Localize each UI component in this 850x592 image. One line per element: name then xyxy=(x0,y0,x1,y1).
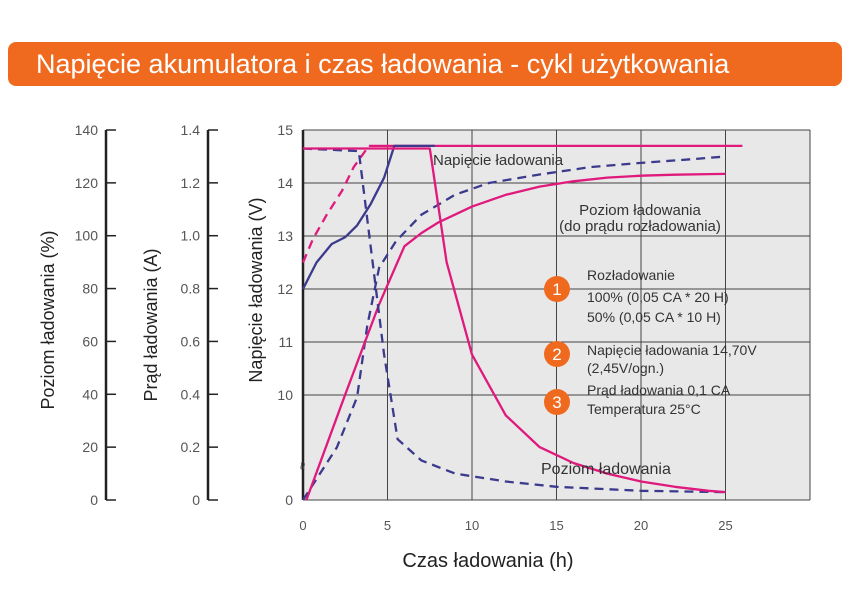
series-line-5 xyxy=(305,172,726,501)
axis-tick-label: 0.4 xyxy=(181,386,201,402)
x-tick-label: 25 xyxy=(718,518,732,533)
axis-label: Napięcie ładowania (V) xyxy=(246,197,266,382)
x-axis-label: Czas ładowania (h) xyxy=(402,550,573,572)
annotation-badge-2 xyxy=(544,341,570,367)
axis-tick-label: 20 xyxy=(82,439,98,455)
annotation-text: 100% (0,05 CA * 20 H) xyxy=(587,289,729,305)
axis-tick-label: 0 xyxy=(90,492,98,508)
axis-tick-label: 0.8 xyxy=(181,281,201,297)
page-title: Napięcie akumulatora i czas ładowania - … xyxy=(36,49,730,79)
series-line-6 xyxy=(302,147,726,494)
x-tick-label: 20 xyxy=(634,518,648,533)
annotation-number: 2 xyxy=(552,345,561,364)
annotation-text: Prąd ładowania 0,1 CA xyxy=(587,382,731,398)
axis-tick-label: 0 xyxy=(192,492,200,508)
series-label-poziom-sub: (do prądu rozładowania) xyxy=(559,218,721,235)
axis-tick-label: 0.6 xyxy=(181,333,201,349)
title-banner: Napięcie akumulatora i czas ładowania - … xyxy=(8,42,842,86)
x-tick-label: 0 xyxy=(299,518,306,533)
annotation-text: (2,45V/ogn.) xyxy=(587,360,664,376)
axis-tick-label: 1.0 xyxy=(181,228,201,244)
annotation-number: 3 xyxy=(552,393,561,412)
series-line-2 xyxy=(301,145,370,263)
axis-tick-label: 14 xyxy=(277,175,293,191)
annotation-text: 50% (0,05 CA * 10 H) xyxy=(587,309,721,325)
axis-tick-label: 40 xyxy=(82,386,98,402)
axis-tick-label: 11 xyxy=(278,334,293,350)
x-tick-label: 10 xyxy=(465,518,479,533)
x-tick-label: 15 xyxy=(549,518,563,533)
series-label-poziom: Poziom ładowania xyxy=(579,202,701,219)
axis-tick-label: 1.4 xyxy=(181,122,201,138)
axis-tick-label: 10 xyxy=(277,387,293,403)
annotation-badge-3 xyxy=(544,389,570,415)
axis-tick-label: 100 xyxy=(75,228,99,244)
axis-label: Prąd ładowania (A) xyxy=(141,248,161,401)
x-tick-label: 5 xyxy=(384,518,391,533)
axis-label: Poziom ładowania (%) xyxy=(38,230,58,409)
annotation-badge-1 xyxy=(544,276,570,302)
axis-tick-label: 1.2 xyxy=(181,175,201,191)
series-line-7 xyxy=(303,147,726,494)
series-line-3 xyxy=(301,144,435,290)
annotation-text: Rozładowanie xyxy=(587,267,675,283)
axis-tick-label: 120 xyxy=(75,175,99,191)
axis-tick-label: 12 xyxy=(277,281,293,297)
axis-tick-label: 140 xyxy=(75,122,99,138)
axis-tick-label: 60 xyxy=(82,333,98,349)
series-label-napiecie: Napięcie ładowania xyxy=(433,152,564,169)
series-label-poziom-2: Poziom ładowania xyxy=(541,461,671,478)
annotation-number: 1 xyxy=(552,280,561,299)
axis-tick-label: 0.2 xyxy=(181,439,201,455)
axis-tick-label: 0 xyxy=(285,492,293,508)
annotation-text: Temperatura 25°C xyxy=(587,401,701,417)
axis-tick-label: 15 xyxy=(277,122,293,138)
annotation-text: Napięcie ładowania 14,70V xyxy=(587,342,757,358)
axis-tick-label: 13 xyxy=(277,228,293,244)
axis-tick-label: 80 xyxy=(82,281,98,297)
axis-break-symbol: ≈ xyxy=(295,462,311,470)
